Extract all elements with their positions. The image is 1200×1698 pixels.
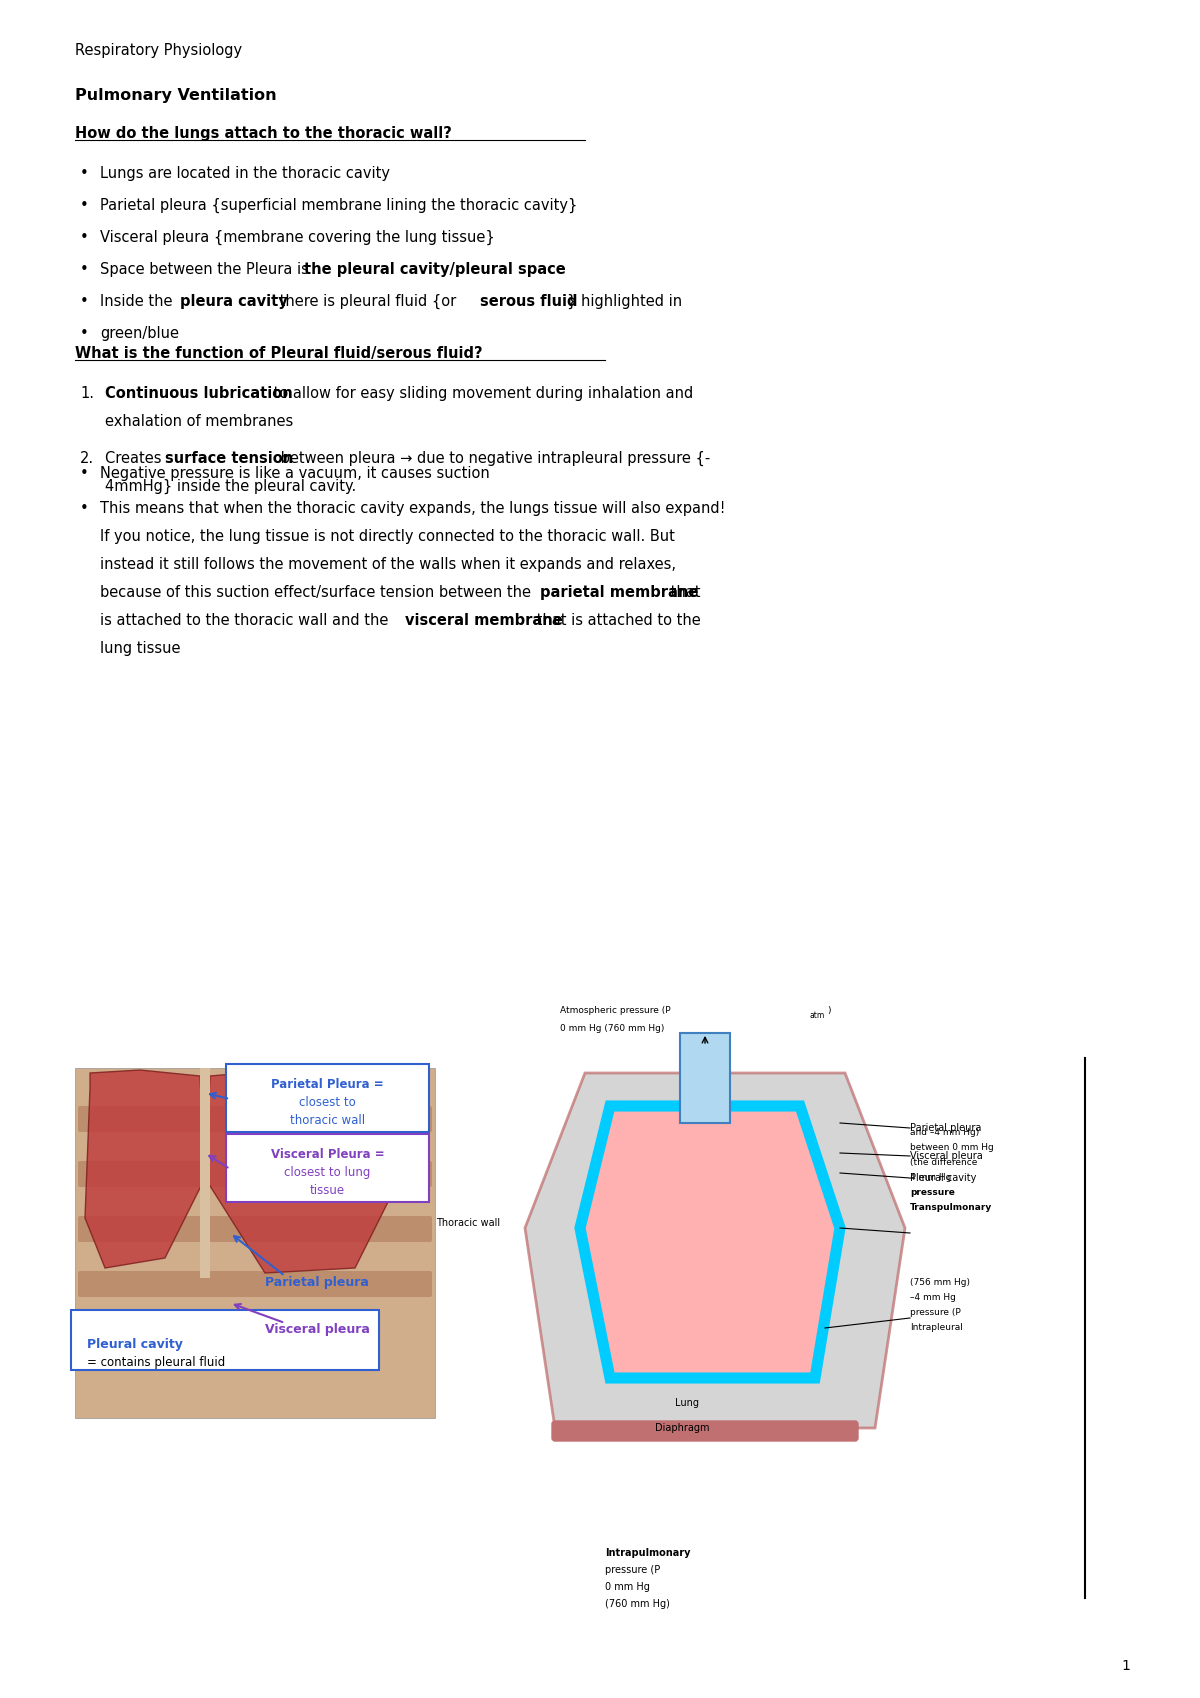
- Text: •: •: [80, 199, 89, 212]
- FancyBboxPatch shape: [78, 1105, 432, 1133]
- Text: Pleural cavity: Pleural cavity: [88, 1338, 182, 1352]
- FancyBboxPatch shape: [226, 1065, 428, 1133]
- Text: that is attached to the: that is attached to the: [532, 613, 701, 628]
- Text: This means that when the thoracic cavity expands, the lungs tissue will also exp: This means that when the thoracic cavity…: [100, 501, 726, 516]
- Text: parietal membrane: parietal membrane: [540, 586, 698, 599]
- Text: Parietal pleura {superficial membrane lining the thoracic cavity}: Parietal pleura {superficial membrane li…: [100, 199, 577, 214]
- Text: Space between the Pleura is: Space between the Pleura is: [100, 261, 313, 277]
- Text: •: •: [80, 166, 89, 182]
- FancyBboxPatch shape: [226, 1134, 428, 1202]
- Text: Parietal Pleura =: Parietal Pleura =: [271, 1078, 384, 1092]
- Text: Lung: Lung: [674, 1397, 698, 1408]
- FancyBboxPatch shape: [74, 1068, 434, 1418]
- Text: Inside the: Inside the: [100, 294, 178, 309]
- Text: Intrapulmonary: Intrapulmonary: [605, 1549, 690, 1559]
- Text: Lungs are located in the thoracic cavity: Lungs are located in the thoracic cavity: [100, 166, 390, 182]
- Text: serous fluid: serous fluid: [480, 294, 577, 309]
- Text: 1.: 1.: [80, 385, 94, 401]
- FancyBboxPatch shape: [552, 1421, 858, 1442]
- Polygon shape: [526, 1073, 905, 1428]
- Text: Visceral pleura {membrane covering the lung tissue}: Visceral pleura {membrane covering the l…: [100, 229, 494, 245]
- Text: (756 mm Hg): (756 mm Hg): [910, 1279, 970, 1287]
- Text: 0 mm Hg: 0 mm Hg: [605, 1583, 650, 1593]
- Text: tissue: tissue: [310, 1184, 346, 1197]
- Text: exhalation of membranes: exhalation of membranes: [106, 414, 293, 430]
- Text: Pleural cavity: Pleural cavity: [910, 1173, 977, 1184]
- Text: Visceral pleura: Visceral pleura: [910, 1151, 983, 1161]
- Text: Negative pressure is like a vacuum, it causes suction: Negative pressure is like a vacuum, it c…: [100, 465, 490, 481]
- Text: Diaphragm: Diaphragm: [655, 1423, 709, 1433]
- Text: •: •: [80, 465, 89, 481]
- Text: (the difference: (the difference: [910, 1158, 977, 1167]
- Text: because of this suction effect/surface tension between the: because of this suction effect/surface t…: [100, 586, 535, 599]
- Text: = contains pleural fluid: = contains pleural fluid: [88, 1357, 226, 1369]
- Text: pressure (P: pressure (P: [910, 1307, 961, 1318]
- Text: •: •: [80, 294, 89, 309]
- Text: (760 mm Hg): (760 mm Hg): [605, 1600, 670, 1610]
- Text: pressure (P: pressure (P: [605, 1566, 660, 1576]
- Text: •: •: [80, 326, 89, 341]
- Text: Transpulmonary: Transpulmonary: [910, 1202, 992, 1212]
- Text: surface tension: surface tension: [164, 452, 293, 465]
- FancyBboxPatch shape: [200, 1068, 210, 1279]
- FancyBboxPatch shape: [78, 1216, 432, 1241]
- Text: between 0 mm Hg: between 0 mm Hg: [910, 1143, 994, 1151]
- FancyBboxPatch shape: [71, 1309, 379, 1370]
- Text: instead it still follows the movement of the walls when it expands and relaxes,: instead it still follows the movement of…: [100, 557, 676, 572]
- Text: Parietal pleura: Parietal pleura: [910, 1122, 982, 1133]
- Text: closest to lung: closest to lung: [284, 1167, 371, 1178]
- Text: pressure: pressure: [910, 1189, 955, 1197]
- Text: 0 mm Hg (760 mm Hg): 0 mm Hg (760 mm Hg): [560, 1024, 665, 1032]
- Text: How do the lungs attach to the thoracic wall?: How do the lungs attach to the thoracic …: [74, 126, 452, 141]
- Text: Pulmonary Ventilation: Pulmonary Ventilation: [74, 88, 277, 104]
- Text: } highlighted in: } highlighted in: [568, 294, 683, 309]
- Text: •: •: [80, 501, 89, 516]
- Text: Visceral Pleura =: Visceral Pleura =: [271, 1148, 384, 1161]
- Text: and –4 mm Hg): and –4 mm Hg): [910, 1127, 979, 1138]
- Text: between pleura → due to negative intrapleural pressure {-: between pleura → due to negative intrapl…: [276, 452, 710, 467]
- Polygon shape: [85, 1070, 205, 1268]
- Text: 4 mm Hg: 4 mm Hg: [910, 1173, 952, 1182]
- Text: lung tissue: lung tissue: [100, 642, 180, 655]
- Text: ): ): [827, 1005, 830, 1015]
- Text: atm: atm: [810, 1010, 826, 1020]
- Text: If you notice, the lung tissue is not directly connected to the thoracic wall. B: If you notice, the lung tissue is not di…: [100, 530, 674, 543]
- Text: •: •: [80, 229, 89, 245]
- Text: Thoracic wall: Thoracic wall: [436, 1217, 500, 1228]
- Polygon shape: [580, 1105, 840, 1379]
- Text: there is pleural fluid {or: there is pleural fluid {or: [275, 294, 461, 309]
- Text: Intrapleural: Intrapleural: [910, 1323, 962, 1331]
- Text: closest to: closest to: [299, 1095, 356, 1109]
- Text: 4mmHg} inside the pleural cavity.: 4mmHg} inside the pleural cavity.: [106, 479, 356, 494]
- Text: is attached to the thoracic wall and the: is attached to the thoracic wall and the: [100, 613, 394, 628]
- Text: 1: 1: [1121, 1659, 1130, 1673]
- Text: •: •: [80, 261, 89, 277]
- Text: What is the function of Pleural fluid/serous fluid?: What is the function of Pleural fluid/se…: [74, 346, 482, 362]
- Polygon shape: [205, 1070, 395, 1274]
- Text: thoracic wall: thoracic wall: [290, 1114, 365, 1127]
- Text: Visceral pleura: Visceral pleura: [265, 1323, 370, 1336]
- Text: Continuous lubrication: Continuous lubrication: [106, 385, 293, 401]
- Text: 2.: 2.: [80, 452, 94, 465]
- Text: visceral membrane: visceral membrane: [406, 613, 563, 628]
- FancyBboxPatch shape: [78, 1161, 432, 1187]
- Text: Parietal pleura: Parietal pleura: [265, 1275, 368, 1289]
- Text: pleura cavity: pleura cavity: [180, 294, 288, 309]
- Text: that: that: [666, 586, 701, 599]
- Text: –4 mm Hg: –4 mm Hg: [910, 1292, 956, 1302]
- Text: the pleural cavity/pleural space: the pleural cavity/pleural space: [305, 261, 566, 277]
- Text: Respiratory Physiology: Respiratory Physiology: [74, 42, 242, 58]
- Polygon shape: [680, 1032, 730, 1122]
- Text: Atmospheric pressure (P: Atmospheric pressure (P: [560, 1005, 671, 1015]
- Text: Creates: Creates: [106, 452, 166, 465]
- Text: green/blue: green/blue: [100, 326, 179, 341]
- FancyBboxPatch shape: [78, 1272, 432, 1297]
- Text: to allow for easy sliding movement during inhalation and: to allow for easy sliding movement durin…: [269, 385, 694, 401]
